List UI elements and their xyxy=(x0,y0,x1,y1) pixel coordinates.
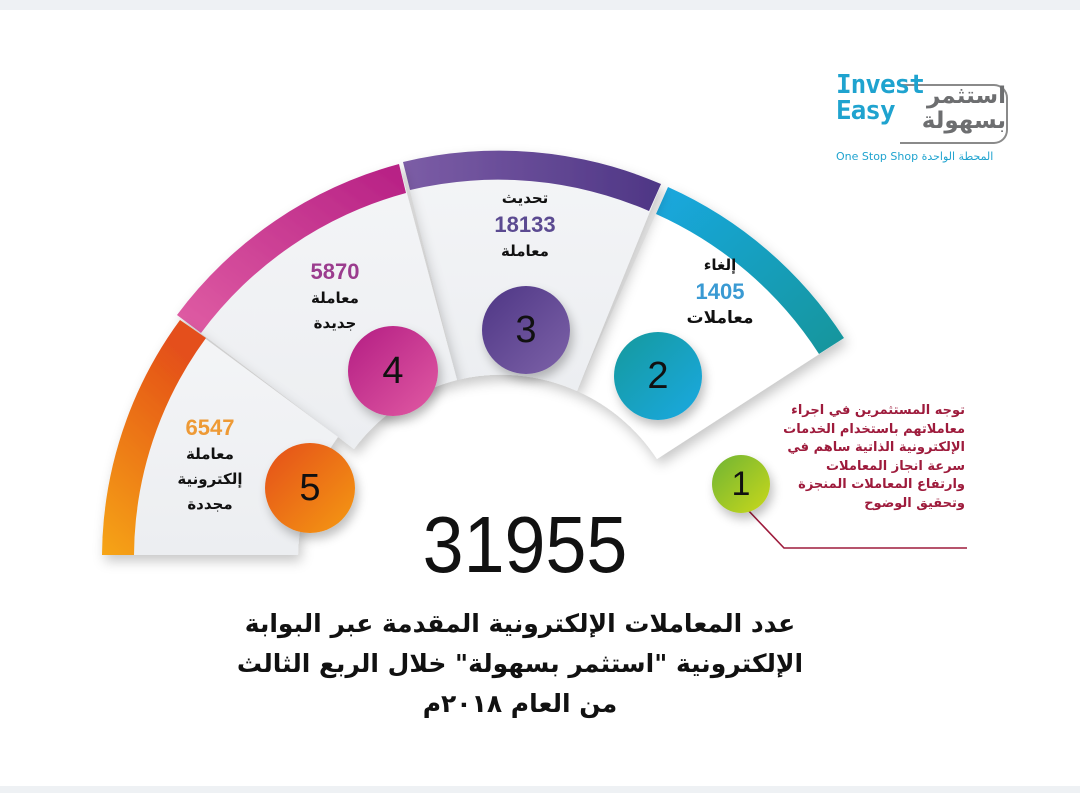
segment-2-value: 1405 xyxy=(695,279,745,304)
logo-ar-line1: استثمر xyxy=(926,83,1006,109)
caption-line2: الإلكترونية "استثمر بسهولة" خلال الربع ا… xyxy=(236,649,804,678)
caption-line1: عدد المعاملات الإلكترونية المقدمة عبر ال… xyxy=(244,609,796,638)
segment-4-unit-line2: جديدة xyxy=(313,314,357,332)
invest-easy-logo: Invest Easy استثمر بسهولة One Stop Shop … xyxy=(834,70,1014,170)
segment-3-text: تحديث 18133 معاملة xyxy=(460,186,590,264)
badge-2: 2 xyxy=(614,332,702,420)
segment-3-card xyxy=(403,150,661,391)
top-bar xyxy=(0,0,1080,10)
segment-4-text: 5870 معاملة جديدة xyxy=(280,258,390,336)
segment-5-unit-line1: معاملة xyxy=(186,445,234,463)
badge-3: 3 xyxy=(482,286,570,374)
segment-2-unit: معاملات xyxy=(686,308,754,328)
segment-4-value: 5870 xyxy=(310,259,360,284)
segment-5-unit-line2: إلكترونية xyxy=(177,470,243,488)
segment-2-title: إلغاء xyxy=(703,256,737,274)
badge-1: 1 xyxy=(712,455,770,513)
segment-3-title: تحديث xyxy=(501,189,549,207)
segment-5-text: 6547 معاملة إلكترونية مجددة xyxy=(160,414,260,517)
logo-en-line1: Invest xyxy=(836,70,925,100)
segment-3-unit: معاملة xyxy=(501,242,549,260)
logo-tagline: One Stop Shop المحطة الواحدة xyxy=(836,150,994,163)
badge-4: 4 xyxy=(348,326,438,416)
badge-5: 5 xyxy=(265,443,355,533)
segment-5-value: 6547 xyxy=(185,415,235,440)
segment-4-unit-line1: معاملة xyxy=(311,289,359,307)
logo-arabic: استثمر بسهولة xyxy=(922,84,1006,134)
logo-frame xyxy=(900,84,1008,144)
investor-note: توجه المستثمرين في اجراء معاملاتهم باستخ… xyxy=(783,403,965,511)
logo-english: Invest Easy xyxy=(836,70,925,126)
caption-line3: من العام ٢٠١٨م xyxy=(422,689,618,718)
segment-2-text: إلغاء 1405 معاملات xyxy=(660,253,780,331)
logo-ar-line2: بسهولة xyxy=(921,108,1006,134)
note-connector-line xyxy=(745,507,967,549)
caption: عدد المعاملات الإلكترونية المقدمة عبر ال… xyxy=(200,604,840,724)
logo-en-line2: Easy xyxy=(836,96,896,126)
segment-5-unit-line3: مجددة xyxy=(187,495,233,513)
bottom-bar xyxy=(0,786,1080,793)
segment-3-value: 18133 xyxy=(494,212,556,237)
total-transactions: 31955 xyxy=(422,500,628,589)
